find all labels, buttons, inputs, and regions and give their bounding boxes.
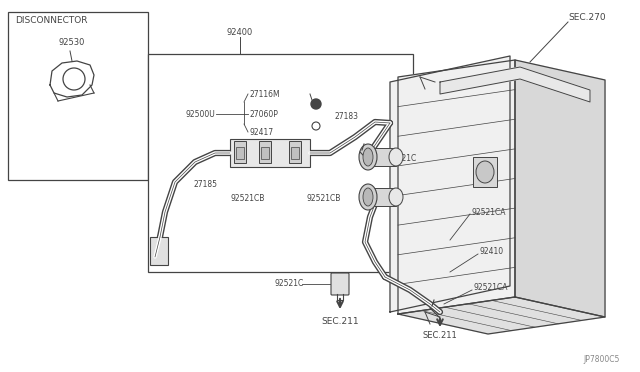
Text: SEC.270: SEC.270 (568, 13, 605, 22)
Bar (236, 147, 244, 159)
Text: 92521CA: 92521CA (474, 283, 509, 292)
Ellipse shape (476, 161, 494, 183)
Text: 27185: 27185 (193, 180, 217, 189)
Bar (148, 54, 413, 272)
Bar (261, 147, 269, 159)
Text: 92417: 92417 (250, 128, 274, 137)
Bar (234, 141, 246, 163)
Polygon shape (440, 67, 590, 102)
Bar (259, 141, 271, 163)
Text: 27183: 27183 (335, 112, 359, 121)
Text: 92521C: 92521C (388, 154, 417, 163)
Text: 92521C: 92521C (275, 279, 304, 289)
Text: JP7800C5: JP7800C5 (584, 356, 620, 365)
Circle shape (311, 99, 321, 109)
Ellipse shape (389, 148, 403, 166)
Polygon shape (390, 56, 510, 312)
Bar (8, 12, 148, 180)
Ellipse shape (389, 188, 403, 206)
Text: SEC.211: SEC.211 (422, 331, 458, 340)
Text: 92400: 92400 (227, 28, 253, 36)
Text: 92521CB: 92521CB (231, 193, 265, 202)
Text: SEC.211: SEC.211 (321, 317, 359, 327)
Bar (289, 141, 301, 163)
Text: 92530: 92530 (59, 38, 85, 46)
Ellipse shape (363, 188, 373, 206)
Ellipse shape (359, 184, 377, 210)
Bar (291, 147, 299, 159)
Text: 27060P: 27060P (250, 109, 279, 119)
FancyBboxPatch shape (331, 273, 349, 295)
Polygon shape (398, 60, 515, 314)
Bar (368, 148, 396, 166)
Text: 27116M: 27116M (250, 90, 280, 99)
Text: 92410: 92410 (480, 247, 504, 257)
Bar (230, 139, 310, 167)
Text: 92500U: 92500U (185, 109, 215, 119)
Bar (150, 237, 168, 265)
Polygon shape (515, 60, 605, 317)
Text: 92521CA: 92521CA (472, 208, 506, 217)
Text: 92521CB: 92521CB (307, 193, 341, 202)
Ellipse shape (363, 148, 373, 166)
Bar (368, 188, 396, 206)
Bar (473, 157, 497, 187)
Ellipse shape (359, 144, 377, 170)
Text: DISCONNECTOR: DISCONNECTOR (15, 16, 88, 25)
Polygon shape (398, 297, 605, 334)
